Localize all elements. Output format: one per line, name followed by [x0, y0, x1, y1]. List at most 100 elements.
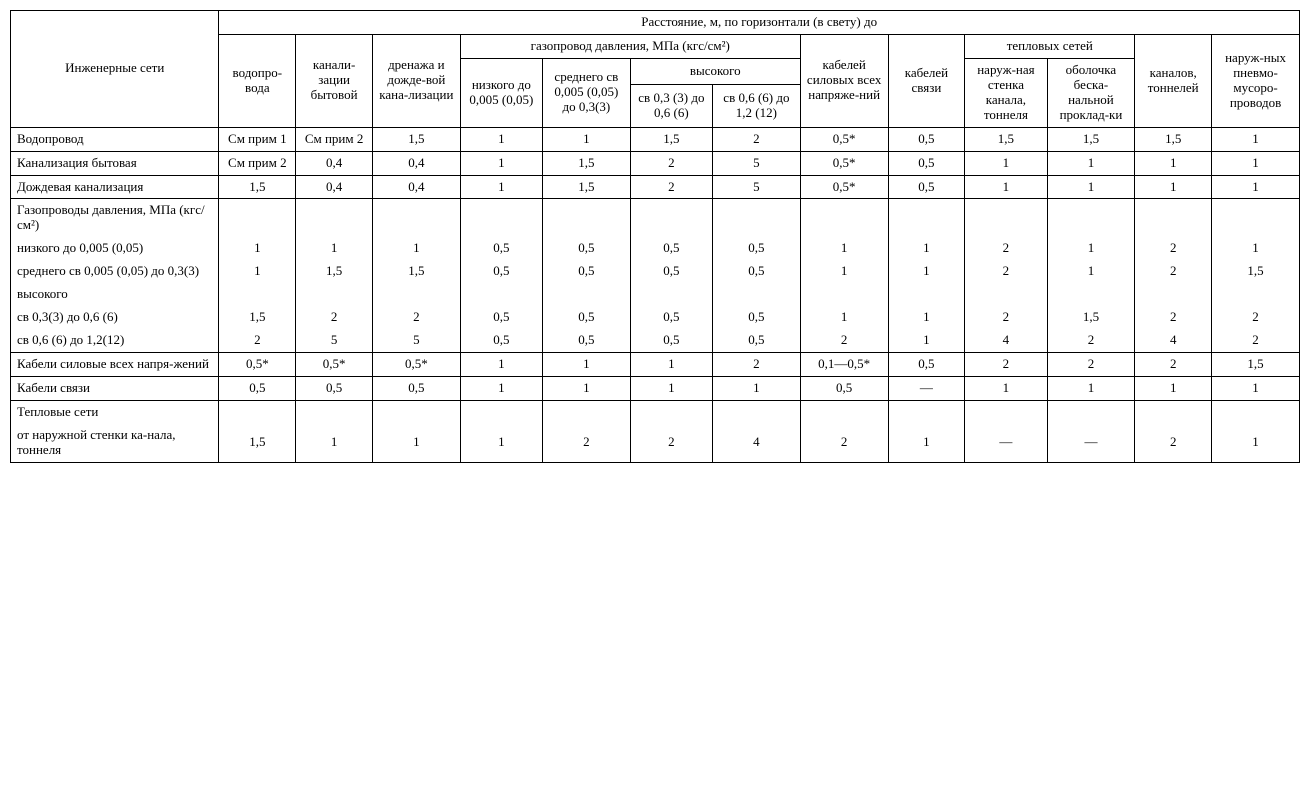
table-row: св 0,3(3) до 0,6 (6) 1,5 2 2 0,5 0,5 0,5… [11, 306, 1300, 329]
cell: 1 [1212, 175, 1300, 199]
cell: 2 [1135, 260, 1212, 283]
cell: 0,5 [888, 353, 965, 377]
cell: 1 [543, 353, 631, 377]
cell: 1,5 [630, 127, 712, 151]
cell: 0,5 [888, 127, 965, 151]
cell: 2 [630, 424, 712, 462]
table-row: от наружной стенки ка-нала, тоннеля 1,5 … [11, 424, 1300, 462]
distances-table: Инженерные сети Расстояние, м, по горизо… [10, 10, 1300, 463]
h-c1: водопро-вода [219, 34, 296, 127]
h-high: высокого [630, 58, 800, 84]
cell: 1,5 [372, 127, 460, 151]
cell: 1 [460, 376, 542, 400]
cell: 5 [296, 329, 373, 352]
cell: 0,5 [460, 306, 542, 329]
row-label: св 0,6 (6) до 1,2(12) [11, 329, 219, 352]
cell: 1 [1212, 424, 1300, 462]
h-heat: тепловых сетей [965, 34, 1135, 58]
table-row: высокого [11, 283, 1300, 306]
h-c7: св 0,6 (6) до 1,2 (12) [713, 85, 801, 128]
cell: 1,5 [1135, 127, 1212, 151]
row-label: от наружной стенки ка-нала, тоннеля [11, 424, 219, 462]
row-label: св 0,3(3) до 0,6 (6) [11, 306, 219, 329]
cell: 0,5 [630, 306, 712, 329]
cell: 1 [460, 353, 542, 377]
cell: 0,5 [543, 260, 631, 283]
cell: 4 [713, 424, 801, 462]
row-label: среднего св 0,005 (0,05) до 0,3(3) [11, 260, 219, 283]
cell: 1 [1212, 127, 1300, 151]
h-c12: каналов, тоннелей [1135, 34, 1212, 127]
cell: 0,5 [460, 329, 542, 352]
cell: 0,5 [888, 175, 965, 199]
cell: 1 [1212, 237, 1300, 260]
cell: 2 [965, 237, 1047, 260]
table-row: среднего св 0,005 (0,05) до 0,3(3) 1 1,5… [11, 260, 1300, 283]
cell: См прим 2 [219, 151, 296, 175]
cell: 5 [372, 329, 460, 352]
cell: 0,5* [296, 353, 373, 377]
cell: 2 [543, 424, 631, 462]
h-c5: среднего св 0,005 (0,05) до 0,3(3) [543, 58, 631, 127]
cell: 1 [1135, 175, 1212, 199]
row-label: Кабели связи [11, 376, 219, 400]
table-row: Кабели связи 0,5 0,5 0,5 1 1 1 1 0,5 — 1… [11, 376, 1300, 400]
cell: — [965, 424, 1047, 462]
cell: 1 [630, 353, 712, 377]
row-label: Водопровод [11, 127, 219, 151]
cell: 1,5 [219, 306, 296, 329]
cell: 1,5 [1212, 353, 1300, 377]
table-row: Дождевая канализация 1,5 0,4 0,4 1 1,5 2… [11, 175, 1300, 199]
cell: 4 [965, 329, 1047, 352]
cell: 0,5 [543, 237, 631, 260]
cell: 1 [460, 151, 542, 175]
cell: 2 [1135, 353, 1212, 377]
row-label: Газопроводы давления, МПа (кгс/см²) [11, 199, 219, 237]
cell: 1 [800, 260, 888, 283]
table-row: низкого до 0,005 (0,05) 1 1 1 0,5 0,5 0,… [11, 237, 1300, 260]
table-row: Водопровод См прим 1 См прим 2 1,5 1 1 1… [11, 127, 1300, 151]
cell: 1 [543, 127, 631, 151]
cell: 2 [965, 260, 1047, 283]
h-c9: кабелей связи [888, 34, 965, 127]
cell: 1 [460, 175, 542, 199]
cell: 0,5* [800, 175, 888, 199]
cell: 1 [1212, 376, 1300, 400]
h-c4: низкого до 0,005 (0,05) [460, 58, 542, 127]
cell: 2 [800, 329, 888, 352]
cell: 5 [713, 151, 801, 175]
cell: 1,5 [965, 127, 1047, 151]
cell: 2 [1047, 353, 1135, 377]
cell: 2 [1135, 306, 1212, 329]
cell: 2 [1135, 237, 1212, 260]
cell: 5 [713, 175, 801, 199]
cell: 1 [219, 237, 296, 260]
cell: 1 [460, 127, 542, 151]
cell: 1 [1047, 151, 1135, 175]
h-c3: дренажа и дожде-вой кана-лизации [372, 34, 460, 127]
cell: 0,5 [630, 237, 712, 260]
cell: 0,5 [888, 151, 965, 175]
cell: 0,5* [219, 353, 296, 377]
cell: 0,5 [372, 376, 460, 400]
cell: 1 [1135, 151, 1212, 175]
cell: 1,5 [219, 424, 296, 462]
cell: 2 [372, 306, 460, 329]
cell: 0,5 [296, 376, 373, 400]
cell: 1 [888, 260, 965, 283]
cell: 0,5 [630, 329, 712, 352]
h-c8: кабелей силовых всех напряже-ний [800, 34, 888, 127]
cell: 1,5 [1047, 306, 1135, 329]
cell: 1,5 [1212, 260, 1300, 283]
cell: 0,5* [372, 353, 460, 377]
cell: См прим 2 [296, 127, 373, 151]
cell: 0,4 [372, 175, 460, 199]
cell: 0,5 [543, 329, 631, 352]
cell: 0,5 [630, 260, 712, 283]
cell: 0,5 [460, 237, 542, 260]
cell: 2 [219, 329, 296, 352]
cell: 4 [1135, 329, 1212, 352]
cell: 1 [460, 424, 542, 462]
cell: 2 [713, 127, 801, 151]
cell: 1 [965, 376, 1047, 400]
